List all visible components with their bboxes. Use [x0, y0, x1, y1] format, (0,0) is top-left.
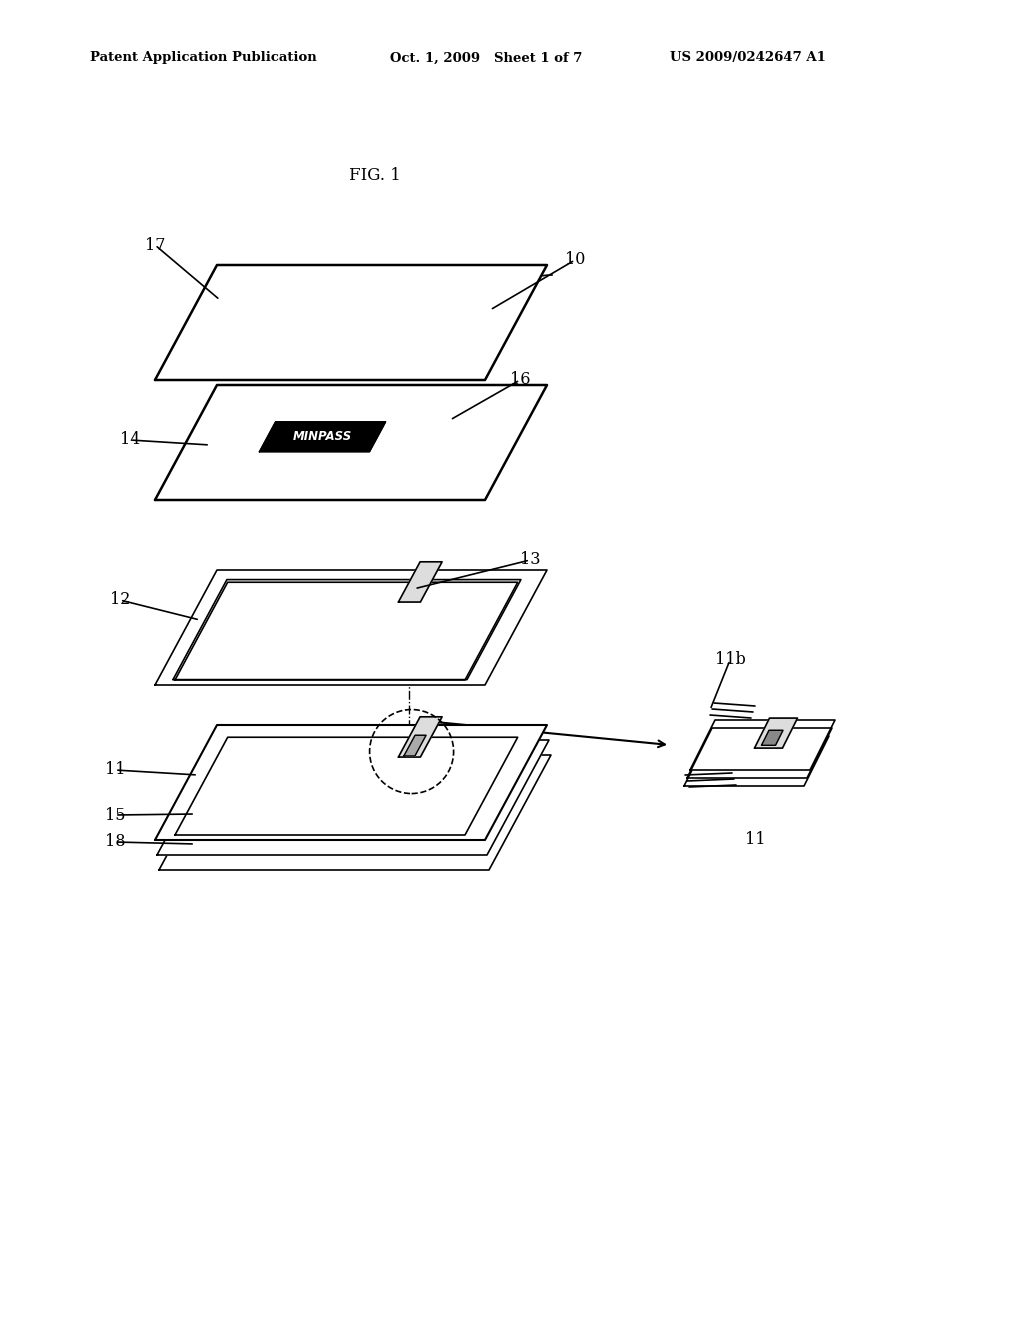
Polygon shape: [755, 718, 798, 748]
Polygon shape: [690, 719, 835, 770]
Text: 11: 11: [104, 762, 125, 779]
Polygon shape: [398, 717, 442, 758]
Text: FIG. 1: FIG. 1: [349, 166, 401, 183]
Polygon shape: [403, 735, 426, 756]
Polygon shape: [155, 570, 547, 685]
Text: 10: 10: [565, 252, 585, 268]
Text: 15: 15: [104, 807, 125, 824]
Text: 12: 12: [110, 591, 130, 609]
Text: 13: 13: [520, 552, 541, 569]
Polygon shape: [159, 755, 551, 870]
Text: US 2009/0242647 A1: US 2009/0242647 A1: [670, 51, 826, 65]
Text: 14: 14: [120, 432, 140, 449]
Polygon shape: [398, 562, 442, 602]
Text: 17: 17: [144, 236, 165, 253]
Polygon shape: [687, 729, 831, 777]
Text: 18: 18: [104, 833, 125, 850]
Polygon shape: [155, 385, 547, 500]
Text: MINPASS: MINPASS: [293, 430, 352, 444]
Polygon shape: [684, 737, 829, 785]
Polygon shape: [762, 730, 783, 746]
Text: Oct. 1, 2009   Sheet 1 of 7: Oct. 1, 2009 Sheet 1 of 7: [390, 51, 583, 65]
Text: 16: 16: [510, 371, 530, 388]
Text: Patent Application Publication: Patent Application Publication: [90, 51, 316, 65]
Polygon shape: [259, 422, 386, 451]
Polygon shape: [155, 725, 547, 840]
Text: 11: 11: [744, 832, 765, 849]
Polygon shape: [157, 741, 549, 855]
Polygon shape: [155, 265, 547, 380]
Text: 11b: 11b: [715, 652, 745, 668]
